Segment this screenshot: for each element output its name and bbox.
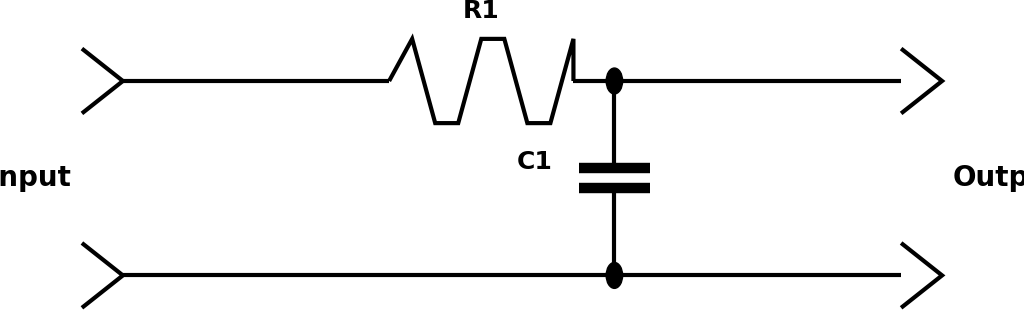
Text: C1: C1 bbox=[517, 150, 553, 174]
Ellipse shape bbox=[606, 262, 623, 288]
Text: Output: Output bbox=[952, 164, 1024, 192]
Ellipse shape bbox=[606, 68, 623, 94]
Text: Input: Input bbox=[0, 164, 72, 192]
Text: R1: R1 bbox=[463, 0, 500, 23]
